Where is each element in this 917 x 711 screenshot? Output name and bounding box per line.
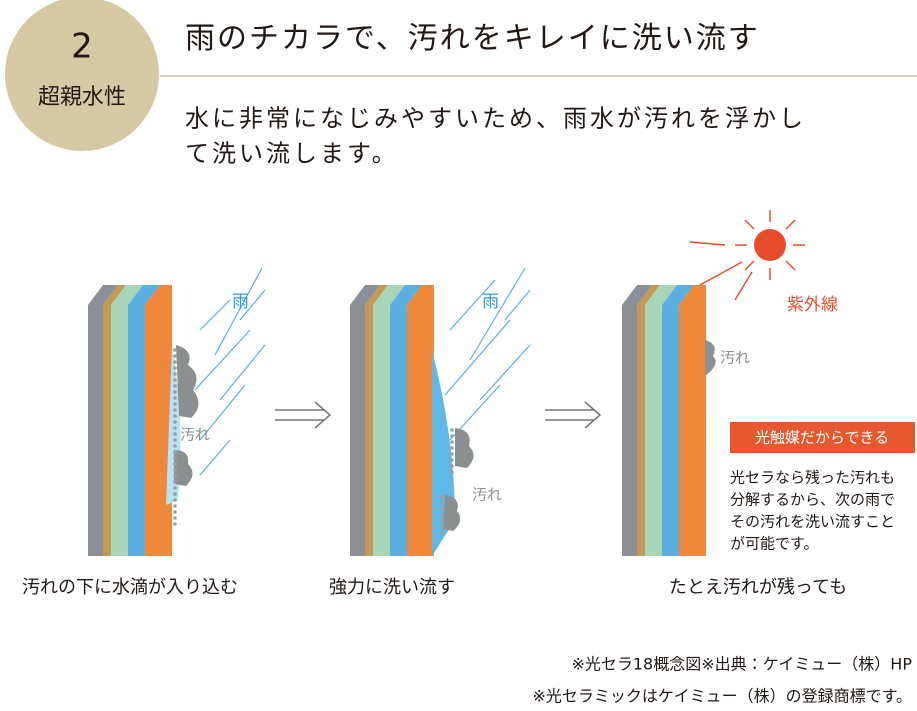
dirt-dot: [173, 468, 177, 472]
dirt-dot: [173, 480, 177, 484]
dirt-dot: [173, 438, 177, 442]
sun-rays: [689, 210, 805, 301]
dirt-dot: [440, 531, 444, 535]
dirt: [443, 428, 474, 531]
dirt-dot: [173, 510, 177, 514]
rain-label: 雨: [482, 292, 499, 312]
dirt-dot: [173, 426, 177, 430]
dirt-dot: [173, 498, 177, 502]
badge-label: 超親水性: [38, 85, 126, 110]
wall-stripe: [662, 285, 694, 556]
dirt-dot: [450, 470, 454, 474]
wall-stripe: [365, 285, 388, 556]
dirt-dot: [173, 348, 177, 352]
wall-stripe: [145, 285, 187, 556]
rain-label: 雨: [232, 292, 249, 312]
footnote: ※光セラミックはケイミュー（株）の登録商標です。: [533, 687, 913, 706]
dirt-dot: [173, 360, 177, 364]
dirt-dot: [173, 522, 177, 526]
caption: 強力に洗い流す: [329, 577, 455, 598]
dirt-dot: [450, 452, 454, 456]
wall-stripe: [390, 285, 422, 556]
dirt-dot: [173, 486, 177, 490]
rain: [194, 267, 266, 476]
dirt-dot: [173, 444, 177, 448]
dirt-label: 汚れ: [472, 486, 502, 504]
title: 雨のチカラで、汚れをキレイに洗い流す: [185, 21, 760, 56]
dirt-dot: [173, 450, 177, 454]
dirt-dot: [440, 519, 444, 523]
dirt-dot: [173, 390, 177, 394]
dirt-dot: [173, 396, 177, 400]
description-line: て洗い流します。: [185, 140, 399, 168]
caption: たとえ汚れが残っても: [669, 577, 847, 598]
wall-stripe: [407, 285, 449, 556]
note-line: その汚れを洗い流すこと: [730, 513, 895, 531]
dirt-dot: [173, 504, 177, 508]
wall-stripe: [637, 285, 660, 556]
walls: [88, 285, 721, 556]
wall-stripe: [111, 285, 143, 556]
dirt-dot: [450, 458, 454, 462]
dirt-dot: [173, 384, 177, 388]
dirt-dot: [440, 513, 444, 517]
caption: 汚れの下に水滴が入り込む: [22, 577, 238, 598]
dirt-dot: [450, 464, 454, 468]
dirt-dot: [450, 440, 454, 444]
sun: [754, 229, 786, 261]
badge-number: 2: [71, 27, 93, 67]
footnote: ※光セラ18概念図※出典：ケイミュー（株）HP: [571, 655, 912, 674]
dirt-dot: [173, 462, 177, 466]
note-line: 分解するから、次の雨で: [730, 491, 895, 509]
dirt-label: 汚れ: [720, 349, 750, 367]
wall-top-fill: [706, 285, 721, 305]
dirt-dot: [173, 372, 177, 376]
dirt: [174, 345, 199, 486]
arrow: [275, 401, 602, 429]
dirt-dot: [173, 474, 177, 478]
dirt-dot: [440, 507, 444, 511]
wall-stripe: [103, 285, 126, 556]
badge: [5, 0, 159, 151]
wall-top-fill: [172, 285, 187, 305]
wall-stripe: [128, 285, 160, 556]
callout-label: 光触媒だからできる: [755, 429, 889, 447]
uv-label: 紫外線: [787, 295, 838, 315]
dirt: [705, 340, 716, 376]
dirt-dot: [173, 402, 177, 406]
wall-top-fill: [434, 285, 449, 305]
dirt-dot: [173, 492, 177, 496]
dirt-dot: [440, 525, 444, 529]
callout-box: [730, 422, 915, 453]
wall-stripe: [373, 285, 405, 556]
dirt-label: 汚れ: [180, 426, 210, 444]
dirt-dot: [173, 456, 177, 460]
dirt-dot: [173, 408, 177, 412]
description-line: 水に非常になじみやすいため、雨水が汚れを浮かし: [185, 105, 806, 133]
dirt-dot: [173, 420, 177, 424]
dirt-dot: [440, 501, 444, 505]
dirt-dot: [173, 432, 177, 436]
wall-stripe: [679, 285, 721, 556]
dirt-dot: [173, 516, 177, 520]
dirt-dot: [440, 495, 444, 499]
dirt-dot: [450, 434, 454, 438]
dirt-dot: [450, 428, 454, 432]
note-line: 光セラなら残った汚れも: [730, 469, 895, 487]
dirt-dot: [173, 354, 177, 358]
wall-stripe: [645, 285, 677, 556]
dirt-dot: [173, 366, 177, 370]
dirt-dot: [173, 414, 177, 418]
dirt-dot: [173, 378, 177, 382]
dirt-dot: [450, 446, 454, 450]
note-line: が可能です。: [730, 535, 819, 553]
